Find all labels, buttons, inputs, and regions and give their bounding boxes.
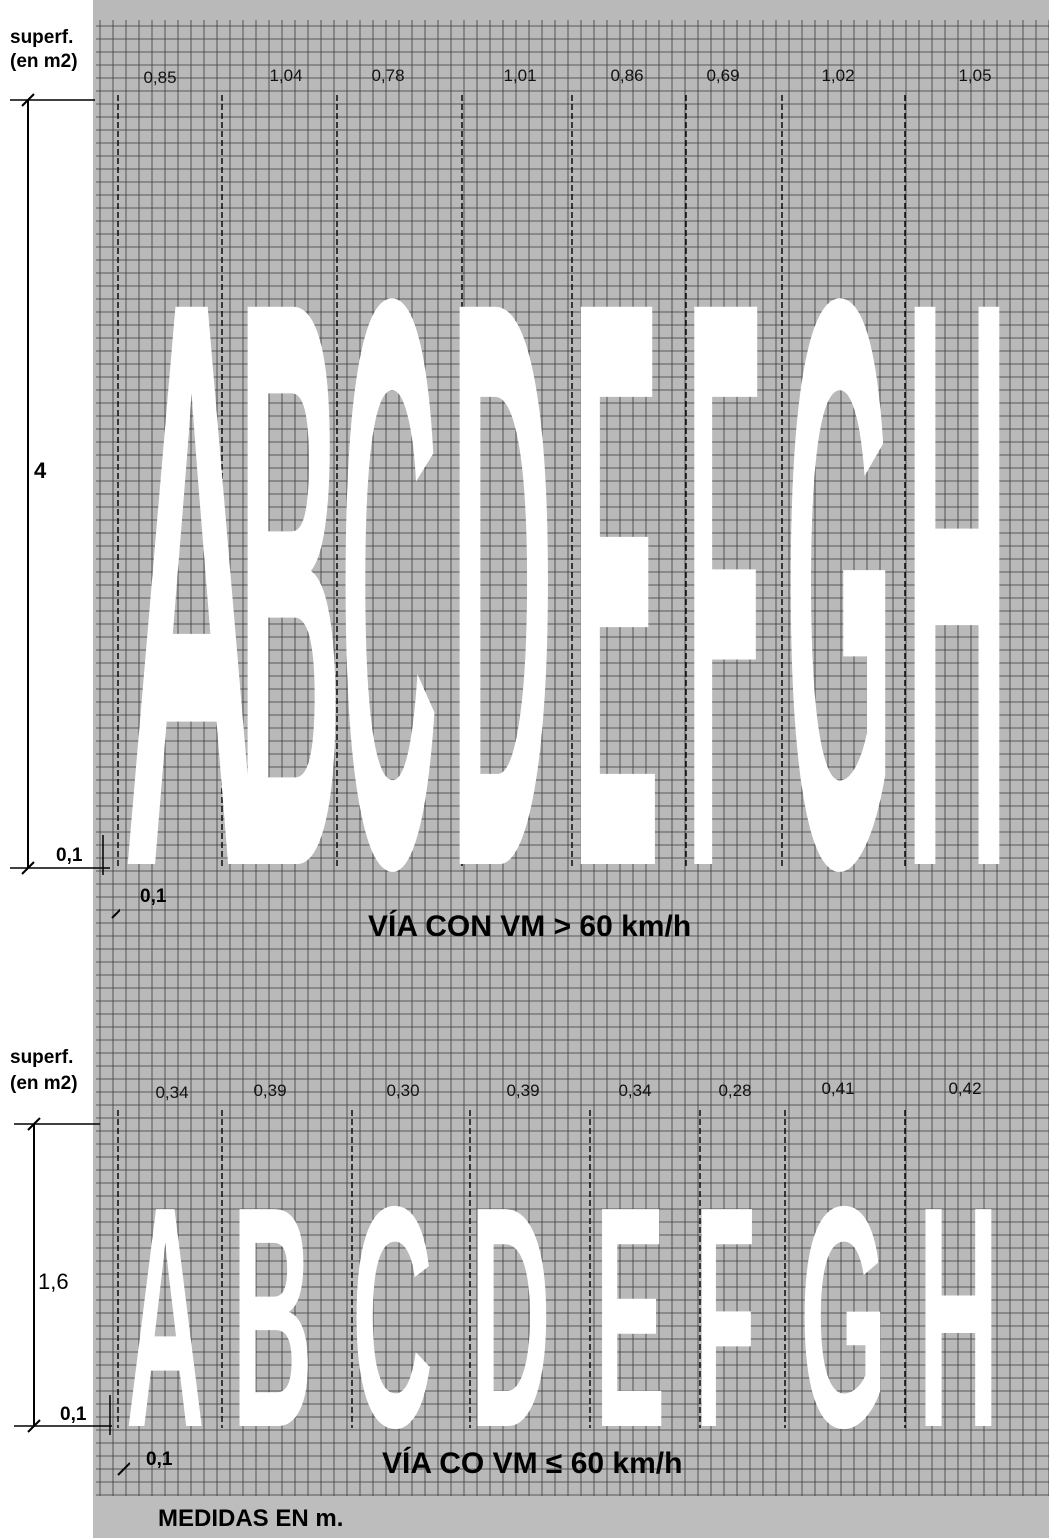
grid-area <box>93 0 1049 1496</box>
bottom-gap-label: 0,1 <box>60 1404 87 1425</box>
bottom-area-h: 0,42 <box>948 1079 982 1098</box>
bottom-height-dimension <box>14 1117 130 1476</box>
top-letter-e: E <box>572 131 660 1035</box>
top-superf-label-line1: superf. <box>10 27 74 48</box>
top-area-h: 1,05 <box>958 66 992 85</box>
bottom-letter-h: H <box>918 1142 999 1494</box>
bottom-letter-d: D <box>470 1142 551 1494</box>
top-height-dimension <box>10 93 120 919</box>
top-area-f: 0,69 <box>706 66 740 85</box>
bottom-letter-e: E <box>595 1140 665 1493</box>
bottom-spacing-label: 0,1 <box>146 1449 173 1470</box>
bottom-superf-label-line1: superf. <box>10 1047 74 1068</box>
top-area-a: 0,85 <box>143 68 177 87</box>
bottom-area-c: 0,30 <box>386 1081 420 1100</box>
bottom-superf-label-line2: (en m2) <box>10 1073 78 1094</box>
top-superf-label-line2: (en m2) <box>10 51 78 72</box>
bottom-letter-a: A <box>126 1141 205 1493</box>
bottom-area-e: 0,34 <box>618 1081 652 1100</box>
bottom-area-a: 0,34 <box>155 1083 189 1102</box>
bottom-height-label: 1,6 <box>38 1269 69 1294</box>
bottom-letter-f: F <box>695 1140 756 1493</box>
top-spacing-label: 0,1 <box>140 886 167 907</box>
bottom-letter-b: B <box>232 1142 313 1494</box>
top-area-c: 0,78 <box>371 66 405 85</box>
top-letter-a: A <box>123 130 260 1036</box>
top-letter-d: D <box>450 132 554 1037</box>
top-area-g: 1,02 <box>821 66 855 85</box>
top-letter-f: F <box>686 130 762 1036</box>
top-letter-b: B <box>238 132 342 1037</box>
top-letter-c: C <box>340 132 438 1037</box>
top-area-b: 1,04 <box>269 66 303 85</box>
bottom-area-b: 0,39 <box>253 1081 287 1100</box>
bottom-area-d: 0,39 <box>506 1081 540 1100</box>
footer-measures-note: MEDIDAS EN m. <box>158 1505 344 1532</box>
bottom-area-g: 0,41 <box>821 1079 855 1098</box>
bottom-area-f: 0,28 <box>718 1081 752 1100</box>
bottom-caption: VÍA CO VM ≤ 60 km/h <box>382 1447 683 1480</box>
top-area-d: 1,01 <box>503 66 537 85</box>
top-area-e: 0,86 <box>610 66 644 85</box>
top-letter-h: H <box>905 132 1009 1037</box>
top-gap-label: 0,1 <box>56 845 83 866</box>
footer-bar <box>93 1496 1049 1538</box>
top-height-label: 4 <box>34 458 47 483</box>
top-caption: VÍA CON VM > 60 km/h <box>368 910 692 943</box>
bottom-letter-g: G <box>800 1142 887 1494</box>
top-letter-g: G <box>785 132 894 1036</box>
bottom-letter-c: C <box>352 1142 433 1494</box>
